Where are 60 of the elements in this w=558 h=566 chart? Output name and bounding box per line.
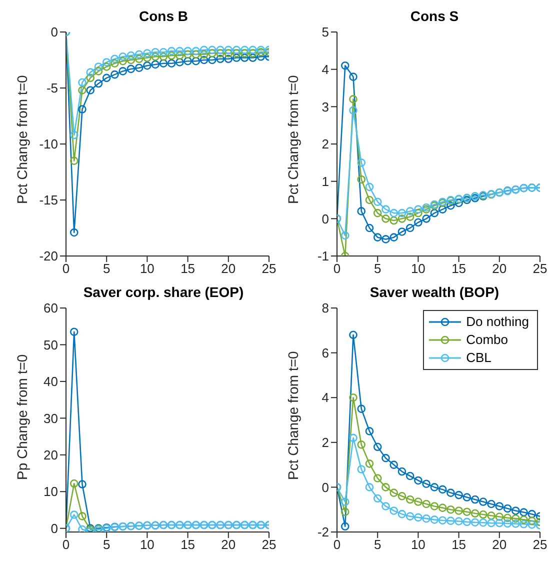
x-tick-label: 10: [140, 537, 154, 552]
x-tick-label: 15: [452, 537, 466, 552]
y-tick-label: 50: [44, 337, 58, 352]
chart-title: Saver corp. share (EOP): [82, 284, 245, 302]
y-tick-label: 0: [50, 520, 58, 536]
y-tick-label: -20: [39, 248, 58, 264]
x-tick-label: 15: [180, 261, 196, 276]
x-tick-label: 0: [62, 537, 70, 552]
y-tick-label: 6: [322, 345, 329, 360]
y-tick-label: 60: [44, 300, 58, 316]
y-tick-label: -2: [317, 524, 329, 540]
x-tick-label: 5: [102, 537, 110, 552]
x-tick-label: 20: [492, 261, 507, 276]
x-tick-label: 10: [410, 261, 426, 276]
y-tick-label: 8: [322, 300, 329, 316]
y-tick-label: 4: [322, 390, 329, 406]
x-tick-label: 25: [262, 537, 276, 552]
y-tick-label: 0: [50, 24, 58, 40]
legend-label: CBL: [466, 349, 492, 367]
y-tick-label: -15: [39, 192, 58, 208]
legend-label: Do nothing: [466, 313, 529, 331]
legend-label: Combo: [466, 331, 508, 349]
x-tick-label: 0: [62, 261, 70, 276]
x-tick-label: 20: [492, 537, 507, 552]
y-tick-label: -5: [46, 80, 58, 96]
y-tick-label: 0: [322, 480, 329, 495]
x-tick-label: 10: [410, 537, 426, 552]
y-tick-label: 3: [322, 99, 329, 114]
y-tick-label: 5: [322, 24, 329, 40]
chart-title: Cons S: [409, 8, 460, 26]
x-tick-label: 15: [452, 261, 466, 276]
x-tick-label: 25: [262, 261, 276, 276]
x-tick-label: 20: [221, 261, 236, 276]
x-tick-label: 0: [333, 537, 341, 552]
y-tick-label: 2: [322, 136, 329, 152]
y-tick-label: 4: [322, 62, 329, 77]
y-tick-label: 20: [44, 448, 58, 462]
y-tick-label: 40: [44, 374, 58, 390]
x-tick-label: 5: [102, 261, 110, 276]
y-tick-label: 30: [44, 410, 58, 426]
y-axis-title: Pp Change from t=0: [14, 354, 30, 480]
y-tick-label: 1: [322, 174, 329, 189]
x-tick-label: 20: [221, 537, 236, 552]
y-axis-title: Pct Change from t=0: [14, 74, 30, 204]
y-tick-label: -1: [317, 248, 329, 264]
x-tick-label: 5: [374, 537, 382, 552]
x-tick-label: 10: [140, 261, 154, 276]
y-tick-label: 2: [322, 435, 329, 450]
x-tick-label: 25: [532, 261, 548, 276]
x-tick-label: 0: [333, 261, 341, 276]
y-tick-label: 0: [322, 211, 329, 226]
y-axis-title: Pct Change from t=0: [284, 350, 301, 480]
x-tick-label: 25: [532, 537, 548, 552]
chart-title: Cons B: [138, 8, 189, 26]
y-tick-label: -10: [39, 136, 58, 152]
x-tick-label: 5: [374, 261, 382, 276]
y-tick-label: 10: [44, 484, 58, 500]
x-tick-label: 15: [180, 537, 196, 552]
chart-title: Saver wealth (BOP): [368, 284, 500, 302]
y-axis-title: Pct Change from t=0: [284, 74, 301, 204]
